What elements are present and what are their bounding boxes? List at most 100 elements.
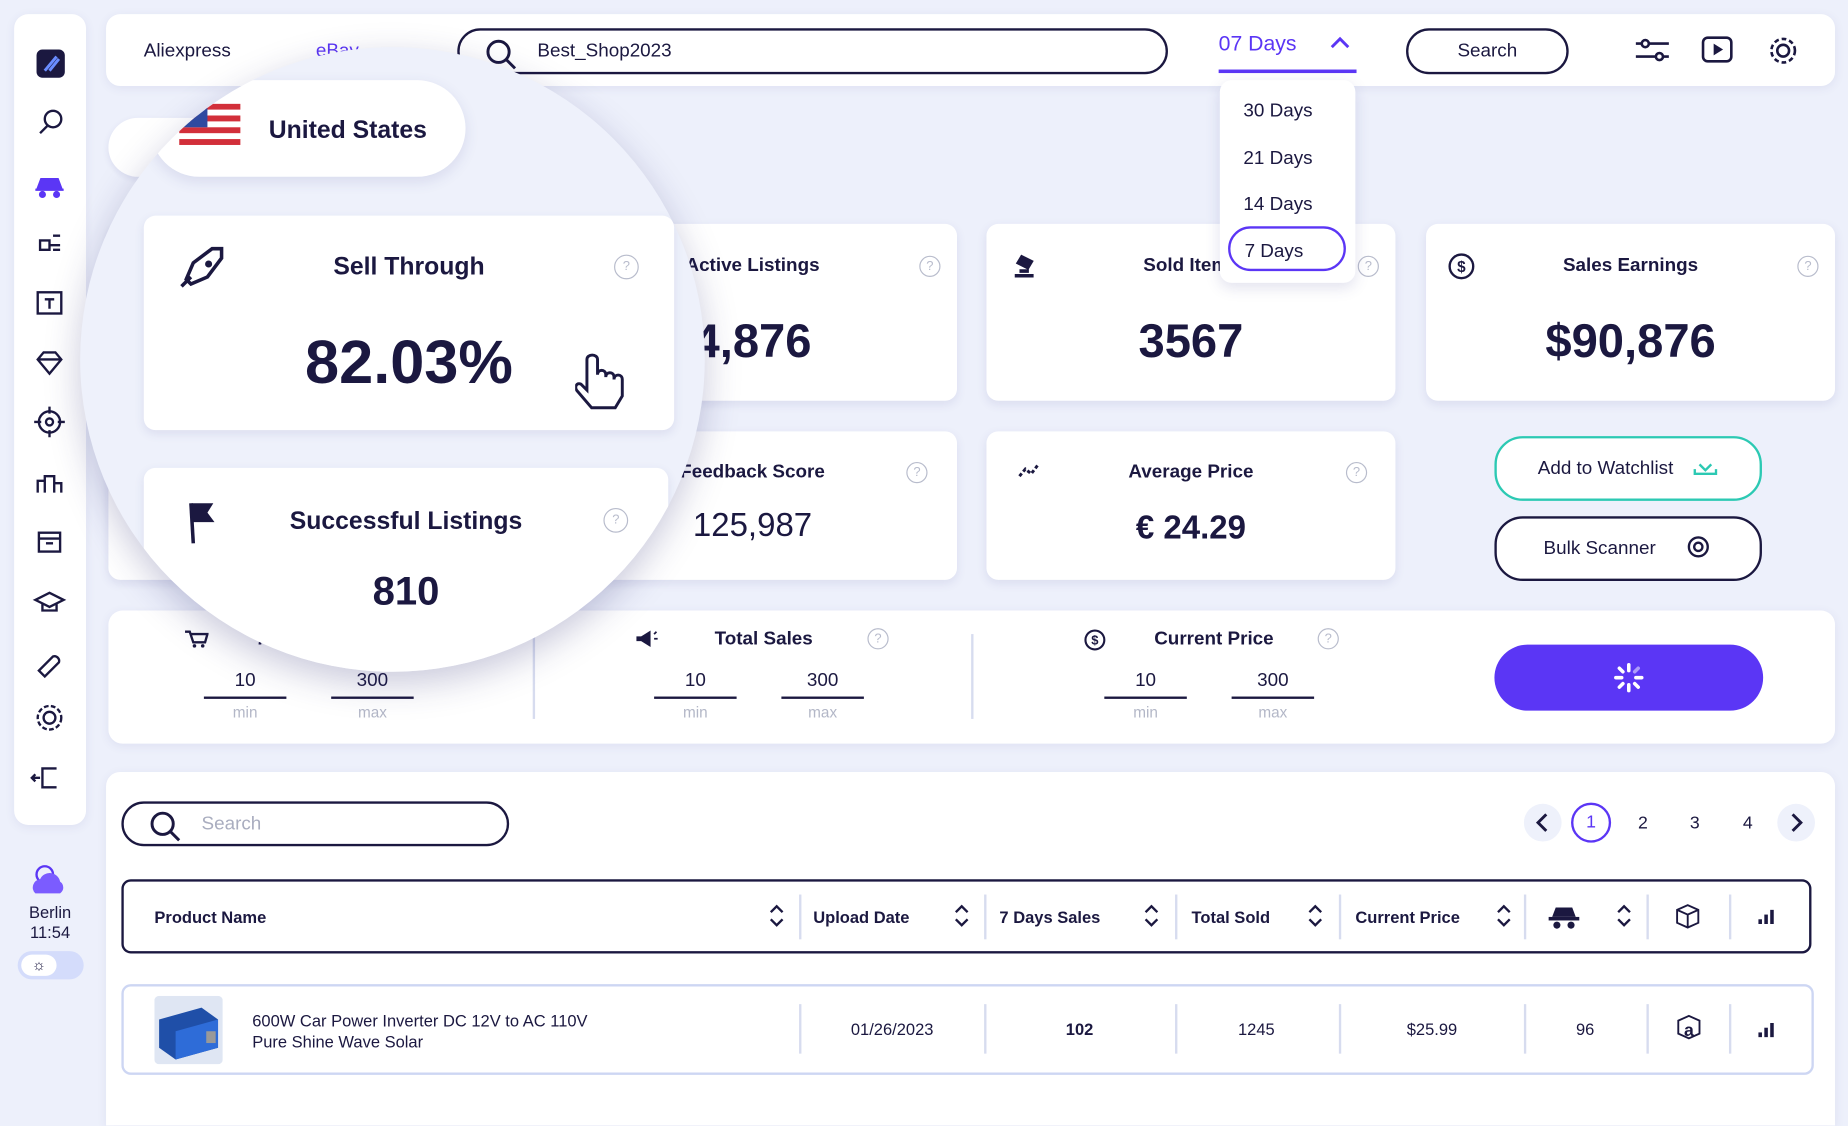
time: 11:54 [30,922,71,942]
product-image [154,995,223,1065]
table-row [121,984,1814,1075]
column-divider [1523,894,1527,940]
table-cell: 01/26/2023 [850,1019,934,1039]
help-icon: ? [867,628,889,650]
table-header [121,879,1812,954]
prev-page[interactable] [1523,803,1562,842]
city: Berlin [28,902,72,922]
period-option[interactable]: 14 Days [1243,194,1313,215]
table-search[interactable]: Search [121,801,510,847]
country-name: United States [268,116,427,144]
svg-text:a: a [1684,1020,1694,1040]
table-cell: $25.99 [1406,1019,1458,1039]
search-placeholder: Search [201,814,262,835]
stat-label: Feedback Score [680,461,825,483]
filter-label: Total Sales [714,629,813,650]
filter-label: Current Price [1154,629,1274,650]
country-pill[interactable]: United States [150,80,466,177]
bulk-scanner-button[interactable]: Bulk Scanner [1494,516,1762,582]
stat-label: Active Listings [685,255,820,276]
sort-icon [1307,904,1323,933]
stat-label: Sold Items [1143,255,1239,276]
column-divider [799,1004,802,1054]
scan-button[interactable] [1494,644,1764,711]
sort-icon [1496,904,1513,933]
filter-min: 10 [203,671,287,699]
stat-value: 82.03% [305,328,513,398]
sidebar [14,14,87,825]
column-divider [1175,894,1178,940]
max-caption: max [808,703,838,722]
column-header: Upload Date [813,907,910,927]
period-option[interactable]: 30 Days [1243,101,1313,122]
min-caption: min [232,703,258,722]
stat-value: 810 [372,569,440,615]
help-icon: ? [1317,628,1339,650]
search-input[interactable]: Best_Shop2023 [457,28,1168,75]
filter-max: 300 [1231,671,1315,699]
search-text: Best_Shop2023 [537,41,672,62]
column-divider [799,894,802,940]
max-caption: max [357,703,387,722]
column-header: Product Name [154,907,267,927]
column-divider [984,894,987,940]
stat-label: Average Price [1128,461,1254,483]
table-cell: 96 [1575,1019,1595,1039]
page[interactable]: 2 [1638,813,1648,834]
period-option-selected[interactable]: 7 Days [1228,226,1346,272]
stat-value: 3567 [1138,315,1244,368]
app: Berlin 11:54 ☼ Aliexpress eBay Best_Shop… [14,14,1836,1126]
column-divider [1175,1004,1178,1054]
button-label: Add to Watchlist [1537,458,1674,479]
tab[interactable]: Aliexpress [143,41,231,62]
filter-max: 300 [781,671,864,699]
page[interactable]: 1 [1571,802,1612,843]
toolbar-icons [1635,36,1797,64]
page[interactable]: 4 [1742,813,1753,834]
next-page[interactable] [1777,803,1815,842]
column-divider [1728,894,1732,940]
stat-value: 125,987 [692,506,813,544]
magnifier: Sell Through 82.03% ? Successful Listing… [80,47,705,672]
column-divider [1646,894,1649,940]
stat-card-zoomed: Sell Through 82.03% ? [143,215,675,431]
stat-value: € 24.29 [1135,509,1246,546]
stat-card-zoomed: Successful Listings 810 ? [143,467,669,672]
column-header: Current Price [1355,907,1460,927]
period-value: 07 Days [1218,31,1297,56]
max-caption: max [1258,703,1288,722]
sort-icon [953,904,970,933]
search-button[interactable]: Search [1406,28,1569,75]
page[interactable]: 3 [1689,813,1700,834]
stat-card: Average Price € 24.29 ? [986,431,1396,580]
sort-icon [1616,904,1633,933]
stat-label: Sell Through [333,253,485,281]
filter-max: 300 [331,671,414,699]
stat-value: 4,876 [693,315,812,368]
stat-card: $ Sales Earnings $90,876 ? [1426,223,1836,401]
column-divider [1523,1004,1527,1054]
stat-label: Successful Listings [289,507,523,536]
period-select[interactable]: 07 Days [1218,31,1357,74]
watchlist-button[interactable]: Add to Watchlist [1494,436,1762,501]
weather-icon [32,865,64,894]
table-cell: 1245 [1237,1019,1275,1039]
filter-min: 10 [1104,671,1187,699]
theme-toggle[interactable]: ☼ [17,951,84,980]
period-dropdown: 30 Days 21 Days 14 Days 7 Days [1219,80,1356,283]
column-divider [1338,1004,1342,1054]
column-divider [1646,1004,1649,1054]
sort-icon [768,904,785,933]
period-option[interactable]: 21 Days [1243,148,1313,169]
column-header: Total Sold [1191,907,1271,927]
column-header: 7 Days Sales [999,907,1101,927]
svg-text:$: $ [1091,633,1099,648]
svg-text:$: $ [1457,259,1466,276]
stat-value: $90,876 [1545,315,1716,368]
stat-label: Sales Earnings [1562,255,1699,276]
sidebar-icons [30,49,67,789]
column-divider [1728,1004,1732,1054]
min-caption: min [683,703,708,722]
column-divider [984,1004,987,1054]
table-icons: a [1548,904,1774,1040]
